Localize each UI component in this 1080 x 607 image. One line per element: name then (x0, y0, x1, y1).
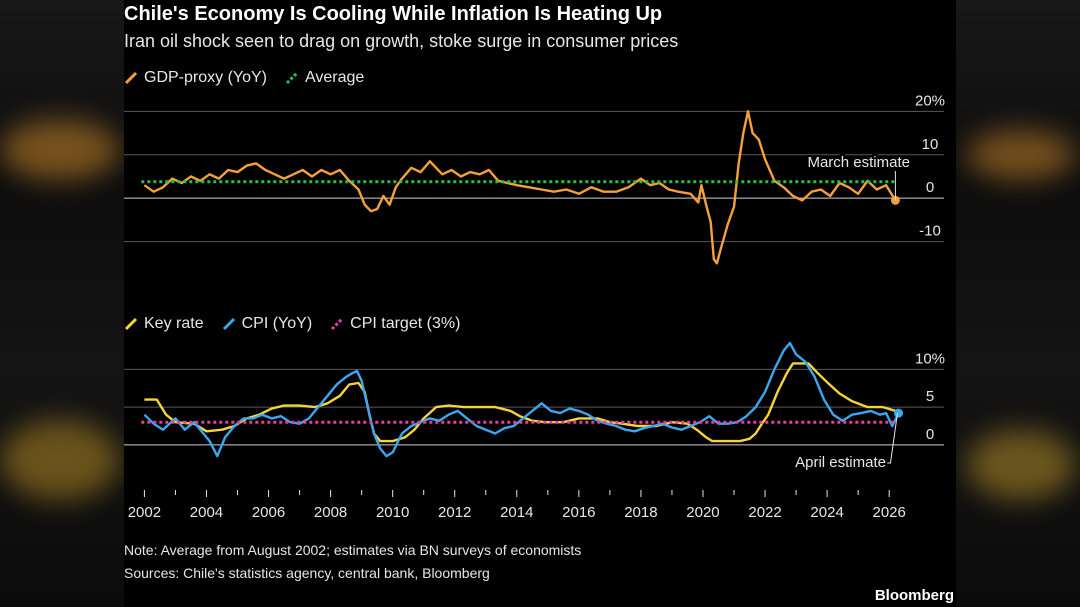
slash-line-icon (124, 71, 138, 85)
chart-canvas: 20% 10 0 -10 March estimate 10% 5 0 April estima… (124, 92, 945, 521)
y-tick-label: 5 (926, 388, 934, 405)
x-tick-label: 2024 (810, 504, 843, 521)
annotation-label: April estimate (795, 454, 886, 471)
series-line-key-rate (144, 362, 896, 443)
series-line-gdp (143, 110, 897, 265)
x-tick-label: 2014 (500, 504, 533, 521)
slash-dash-icon (331, 317, 344, 331)
top-legend: GDP-proxy (YoY) Average (124, 69, 364, 87)
annotation-label: March estimate (807, 154, 910, 171)
slash-line-icon (124, 317, 138, 331)
annotation-leader (884, 413, 898, 464)
y-tick-label: 0 (926, 179, 934, 196)
legend-item-average: Average (285, 69, 364, 87)
chart-panel: Chile's Economy Is Cooling While Inflati… (124, 0, 956, 607)
series-line-cpi (143, 341, 900, 458)
blur-blob (0, 420, 120, 500)
x-tick-label: 2012 (438, 504, 471, 521)
legend-label: CPI (YoY) (241, 315, 313, 332)
bottom-legend: Key rate CPI (YoY) CPI target (3%) (124, 315, 460, 333)
legend-item-cpi: CPI (YoY) (222, 315, 313, 333)
x-tick-label: 2022 (748, 504, 781, 521)
legend-item-key-rate: Key rate (124, 315, 204, 333)
x-tick-label: 2026 (872, 504, 905, 521)
legend-label: CPI target (3%) (350, 315, 461, 332)
legend-label: GDP-proxy (YoY) (144, 69, 267, 86)
legend-item-gdp: GDP-proxy (YoY) (124, 69, 267, 87)
y-tick-label: 20% (915, 92, 945, 109)
background-blur-left (0, 0, 124, 607)
chart-sources: Sources: Chile's statistics agency, cent… (124, 565, 490, 581)
chart-subtitle: Iran oil shock seen to drag on growth, s… (124, 31, 679, 51)
y-tick-label: -10 (919, 223, 941, 240)
bloomberg-logo: Bloomberg (874, 587, 954, 604)
background-blur-right (956, 0, 1080, 607)
blur-blob (966, 130, 1076, 180)
legend-item-cpi-target: CPI target (3%) (330, 315, 460, 333)
x-tick-label: 2008 (314, 504, 347, 521)
legend-label: Key rate (144, 315, 204, 332)
x-tick-label: 2006 (252, 504, 285, 521)
x-tick-label: 2016 (562, 504, 595, 521)
x-tick-label: 2018 (624, 504, 657, 521)
blur-blob (0, 120, 120, 180)
y-tick-label: 10 (922, 136, 939, 153)
y-tick-label: 0 (926, 426, 934, 443)
chart-note: Note: Average from August 2002; estimate… (124, 542, 582, 558)
y-tick-label: 10% (915, 350, 945, 367)
estimate-marker (893, 408, 903, 418)
x-tick-label: 2010 (376, 504, 409, 521)
legend-label: Average (305, 69, 365, 86)
chart-title: Chile's Economy Is Cooling While Inflati… (124, 3, 663, 25)
x-tick-label: 2020 (686, 504, 719, 521)
blur-blob (966, 430, 1076, 500)
slash-dash-icon (285, 71, 299, 85)
slash-line-icon (222, 317, 235, 331)
x-tick-label: 2004 (190, 504, 223, 521)
x-tick-label: 2002 (128, 504, 161, 521)
